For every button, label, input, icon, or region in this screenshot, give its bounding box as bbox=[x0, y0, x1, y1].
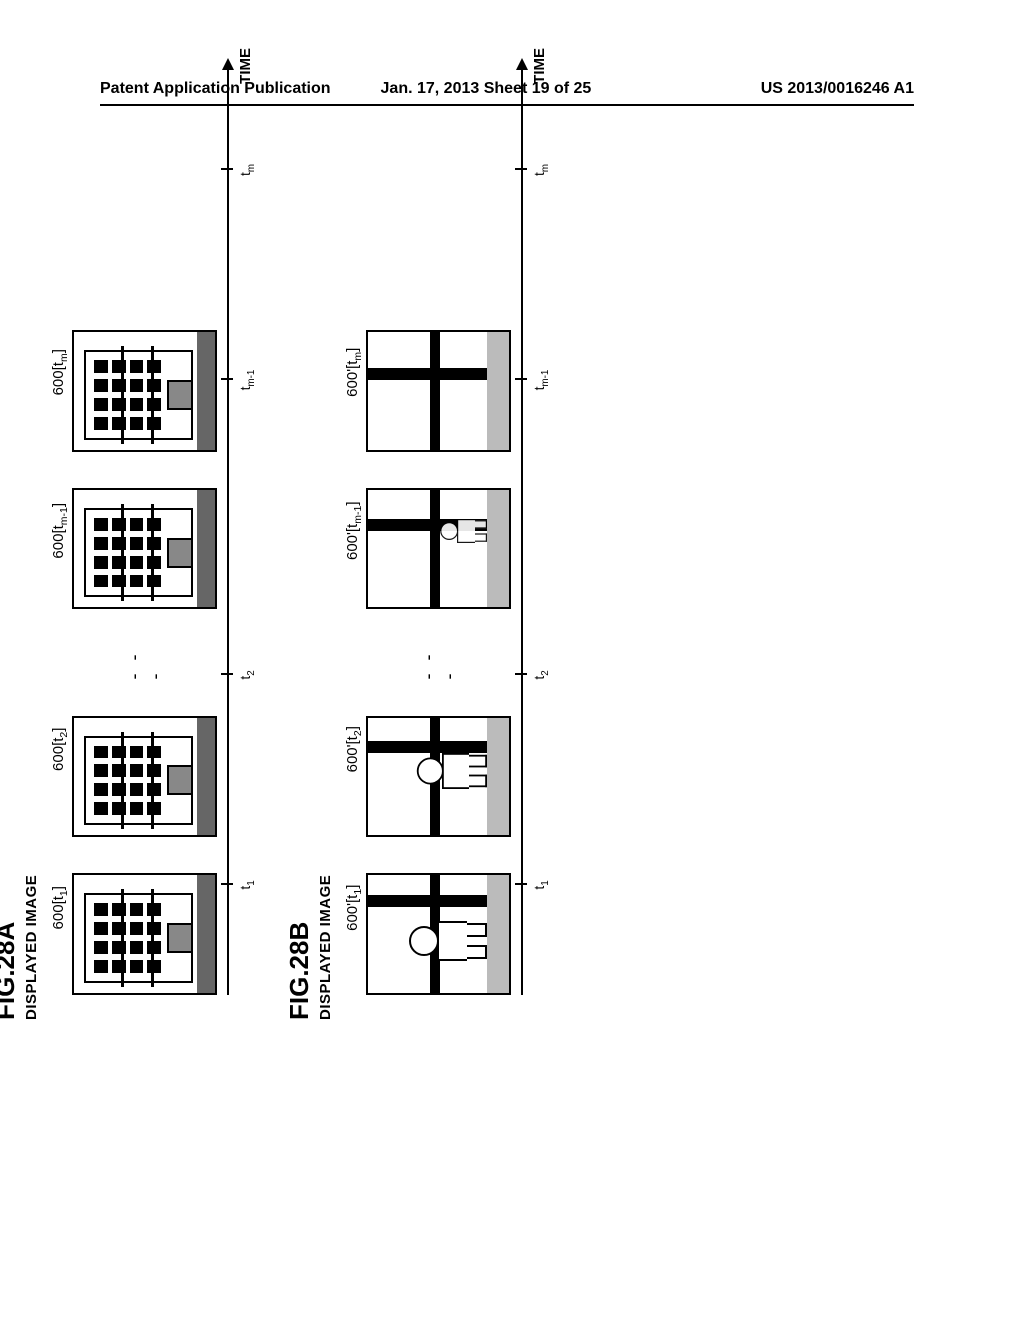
tick-label: t1 bbox=[237, 880, 257, 889]
frame-label: 600[tm-1] bbox=[50, 489, 70, 574]
frame-label: 600[tm] bbox=[50, 330, 70, 415]
person-icon bbox=[440, 520, 487, 544]
building-icon bbox=[84, 350, 193, 440]
tick bbox=[515, 883, 527, 885]
tick bbox=[515, 168, 527, 170]
tick bbox=[221, 378, 233, 380]
tick-label: t2 bbox=[237, 670, 257, 679]
fig-a-frames: - - - bbox=[72, 330, 217, 995]
fig-b-time-axis: t1 t2 tm-1 tm TIME bbox=[521, 60, 523, 995]
fig-b-title: FIG.28B bbox=[284, 330, 315, 1020]
page-header: Patent Application Publication Jan. 17, … bbox=[100, 80, 914, 106]
person-icon bbox=[417, 753, 487, 789]
fig-28b: FIG.28B DISPLAYED IMAGE 600'[t1] 600'[t2… bbox=[284, 330, 523, 1020]
header-left: Patent Application Publication bbox=[100, 80, 331, 98]
tick bbox=[221, 168, 233, 170]
tick bbox=[221, 883, 233, 885]
frame-label: 600[t2] bbox=[50, 707, 70, 792]
building-icon bbox=[84, 736, 193, 826]
frame-label: 600'[t1] bbox=[344, 866, 364, 951]
fig-b-frame-labels: 600'[t1] 600'[t2] 600'[tm-1] 600'[tm] bbox=[344, 330, 364, 950]
tick-label: tm bbox=[237, 164, 257, 176]
tick-label: tm-1 bbox=[531, 370, 551, 391]
fig-a-time-axis: t1 t2 tm-1 tm TIME bbox=[227, 60, 229, 995]
frame-b-4 bbox=[366, 330, 511, 452]
fig-b-frames: - - - bbox=[366, 330, 511, 995]
frame-label: 600'[t2] bbox=[344, 707, 364, 792]
axis-end-label: TIME bbox=[531, 48, 548, 84]
header-right: US 2013/0016246 A1 bbox=[761, 80, 914, 98]
tick bbox=[221, 673, 233, 675]
frame-a-4 bbox=[72, 330, 217, 452]
person-icon bbox=[409, 921, 487, 961]
figure-stage: FIG.28A DISPLAYED IMAGE 600[t1] 600[t2] … bbox=[0, 330, 1000, 1020]
building-icon bbox=[84, 508, 193, 598]
tick bbox=[515, 378, 527, 380]
arrow-icon bbox=[516, 58, 528, 70]
frame-label: 600'[tm] bbox=[344, 330, 364, 415]
fig-a-subtitle: DISPLAYED IMAGE bbox=[23, 330, 40, 1020]
frame-b-2 bbox=[366, 716, 511, 838]
frame-a-1 bbox=[72, 873, 217, 995]
header-center: Jan. 17, 2013 Sheet 19 of 25 bbox=[381, 80, 592, 98]
frame-a-3 bbox=[72, 488, 217, 610]
fig-a-frame-labels: 600[t1] 600[t2] 600[tm-1] 600[tm] bbox=[50, 330, 70, 950]
building-icon bbox=[84, 893, 193, 983]
fig-a-title: FIG.28A bbox=[0, 330, 21, 1020]
tick-label: tm-1 bbox=[237, 370, 257, 391]
ellipsis: - - - bbox=[418, 646, 460, 680]
tick-label: t1 bbox=[531, 880, 551, 889]
fig-28a: FIG.28A DISPLAYED IMAGE 600[t1] 600[t2] … bbox=[0, 330, 229, 1020]
frame-label: 600[t1] bbox=[50, 866, 70, 951]
arrow-icon bbox=[222, 58, 234, 70]
tick-label: t2 bbox=[531, 670, 551, 679]
ellipsis: - - - bbox=[124, 646, 166, 680]
frame-b-3 bbox=[366, 488, 511, 610]
axis-end-label: TIME bbox=[237, 48, 254, 84]
fig-b-subtitle: DISPLAYED IMAGE bbox=[317, 330, 334, 1020]
frame-a-2 bbox=[72, 716, 217, 838]
tick-label: tm bbox=[531, 164, 551, 176]
frame-label: 600'[tm-1] bbox=[344, 489, 364, 574]
tick bbox=[515, 673, 527, 675]
frame-b-1 bbox=[366, 873, 511, 995]
